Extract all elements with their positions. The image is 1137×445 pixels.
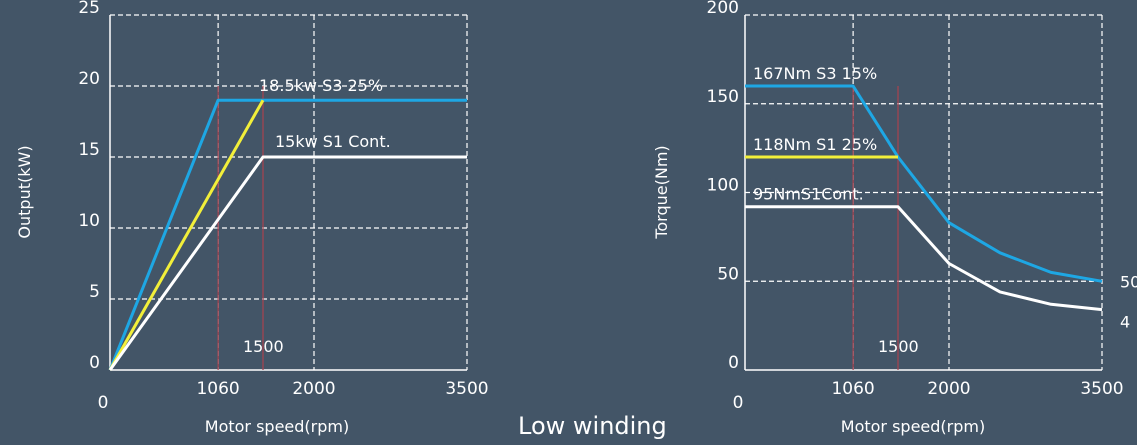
y-tick-label: 0 — [89, 353, 100, 373]
x-tick-label: 2000 — [292, 379, 335, 399]
y-axis-label: Torque(Nm) — [652, 145, 671, 239]
x-tick-label: 2000 — [927, 379, 970, 399]
annotation-label: 15kw S1 Cont. — [275, 132, 391, 151]
annotation-label: 1500 — [878, 337, 919, 356]
series-line-s3 — [745, 84, 1103, 283]
y-tick-label: 10 — [78, 211, 100, 231]
annotation-label: 18.5kw S3 25% — [259, 76, 383, 95]
y-tick-label: 15 — [78, 140, 100, 160]
x-tick-label: 1060 — [831, 379, 874, 399]
y-tick-label: 200 — [707, 0, 739, 18]
series-line-s1_cont — [745, 205, 1103, 312]
x-tick-label: 3500 — [1080, 379, 1123, 399]
annotation-label: 50 — [1120, 272, 1137, 291]
y-tick-label: 0 — [728, 353, 739, 373]
torque-chart: 0 50 100 150 200 1060 2000 3500 0 Motor speed(rpm… — [652, 0, 1137, 436]
annotation-label: 95NmS1Cont. — [753, 185, 864, 204]
y-tick-label: 50 — [717, 264, 739, 284]
x-origin-label: 0 — [98, 393, 109, 413]
x-axis-label: Motor speed(rpm) — [841, 417, 985, 436]
series-line-s1_cont — [108, 155, 467, 371]
y-tick-label: 5 — [89, 282, 100, 302]
y-tick-label: 100 — [707, 176, 739, 196]
x-tick-label: 3500 — [445, 379, 488, 399]
series-line-s3 — [108, 98, 467, 371]
y-tick-label: 150 — [707, 87, 739, 107]
y-axis-label: Output(kW) — [15, 145, 34, 238]
y-tick-label: 25 — [78, 0, 100, 18]
output-chart: 0 5 10 15 20 25 1060 2000 3500 0 Motor speed(rpm) O… — [15, 0, 489, 436]
winding-caption: Low winding — [518, 412, 667, 440]
annotation-label: 167Nm S3 15% — [753, 64, 877, 83]
x-origin-label: 0 — [733, 393, 744, 413]
y-tick-label: 20 — [78, 69, 100, 89]
x-axis-label: Motor speed(rpm) — [205, 417, 349, 436]
annotation-label: 1500 — [243, 337, 284, 356]
annotation-label: 118Nm S1 25% — [753, 135, 877, 154]
x-tick-label: 1060 — [196, 379, 239, 399]
annotation-label: 4 — [1120, 313, 1130, 332]
series-line-s1_25 — [108, 99, 265, 371]
